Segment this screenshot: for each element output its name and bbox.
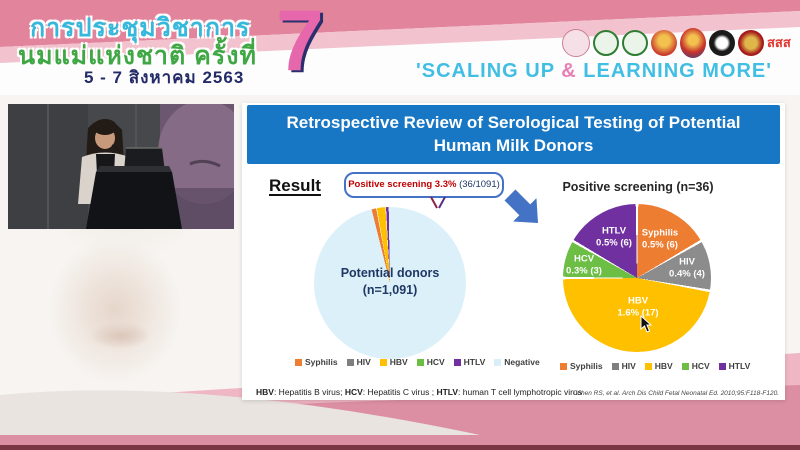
callout-pointer [430, 196, 446, 209]
slice-name: HIV [679, 256, 695, 268]
legend-item-htlv: HTLV [718, 361, 751, 371]
legend-right: Syphilis HIV HBV HCV HTLV [560, 361, 750, 371]
slice-value: 0.5% (6) [596, 238, 632, 249]
conference-slogan: 'SCALING UP & LEARNING MORE' [392, 60, 796, 83]
legend-swatch-syphilis [560, 362, 567, 370]
footnote-abbr-hcv: HCV [344, 387, 363, 397]
slice-name: HTLV [601, 225, 627, 237]
legend-item-htlv: HTLV [453, 357, 486, 367]
footnote-text: : Hepatitis C virus ; [362, 387, 437, 397]
slice-label-hiv: HIV 0.4% (4) [669, 257, 705, 282]
mother-and-child-foundation-logo [562, 29, 590, 57]
conference-title-thai: การประชุมวิชาการ [30, 14, 251, 42]
red-gold-royal-emblem [651, 30, 677, 56]
potential-donors-pie-chart [314, 207, 466, 359]
slice-label-htlv: HTLV 0.5% (6) [596, 226, 632, 251]
header-pink-stripes [0, 0, 800, 63]
legend-label: Syphilis [305, 357, 338, 367]
legend-label: Syphilis [570, 361, 603, 371]
potential-donors-label-line2: (n=1,091) [362, 282, 418, 297]
speaker-video-feed [8, 104, 234, 229]
edition-number: 7 [276, 0, 324, 89]
slogan-text-1: 'SCALING UP [415, 60, 562, 82]
legend-left: Syphilis HIV HBV HCV HTLV Negative [295, 357, 540, 367]
legend-swatch-htlv [453, 358, 461, 366]
legend-item-hbv: HBV [644, 361, 673, 371]
callout-detail: (36/1091) [456, 179, 500, 190]
slice-label-hcv: HCV 0.3% (3) [566, 254, 602, 279]
legend-swatch-hiv [346, 358, 354, 366]
slice-label-hbv: HBV 1.6% (17) [617, 296, 658, 321]
mouse-cursor [640, 315, 652, 333]
conference-header-banner: การประชุมวิชาการ นมแม่แห่งชาติ ครั้งที่ … [0, 0, 800, 95]
public-health-ministry-logo [622, 30, 648, 56]
royal-crest-logo [680, 28, 706, 58]
legend-label: HBV [389, 357, 408, 367]
positive-screening-pie-chart [563, 204, 711, 352]
legend-swatch-hbv [644, 362, 652, 370]
legend-label: HCV [691, 361, 710, 371]
slogan-ampersand: & [561, 60, 577, 82]
legend-swatch-hcv [416, 358, 424, 366]
black-medical-council-seal [709, 30, 735, 56]
arrow-icon [504, 189, 539, 224]
legend-item-hbv: HBV [379, 357, 408, 367]
footnote-text: : Hepatitis B virus; [273, 387, 345, 397]
presentation-slide: Retrospective Review of Serological Test… [242, 103, 785, 400]
slogan-text-2: LEARNING MORE' [576, 60, 773, 82]
legend-label: HIV [356, 357, 371, 367]
footnote-abbr-htlv: HTLV [436, 387, 459, 397]
legend-label: HTLV [463, 357, 486, 367]
legend-label: HTLV [728, 361, 751, 371]
slice-name: HCV [573, 253, 595, 265]
slice-name: HBV [627, 295, 649, 307]
potential-donors-label-line1: Potential donors [340, 266, 440, 280]
green-health-org-logo [593, 30, 619, 56]
legend-swatch-htlv [718, 362, 726, 370]
legend-swatch-negative [494, 358, 502, 366]
reference-citation: Cohen RS, et al. Arch Dis Child Fetal Ne… [572, 390, 779, 397]
conference-dates: 5 - 7 สิงหาคม 2563 [84, 68, 245, 87]
positive-screening-callout: Positive screening 3.3% (36/1091) [344, 172, 504, 198]
footnote-text: : human T cell lymphotropic virus [458, 387, 582, 397]
conference-subtitle-thai: นมแม่แห่งชาติ ครั้งที่ [18, 42, 257, 70]
legend-item-syphilis: Syphilis [560, 361, 603, 371]
legend-label: HBV [654, 361, 673, 371]
slice-value: 0.4% (4) [669, 269, 705, 280]
legend-swatch-hbv [379, 358, 387, 366]
result-heading: Result [269, 176, 321, 195]
footnote-abbr-hbv: HBV [256, 387, 274, 397]
callout-highlight: Positive screening 3.3% [348, 179, 457, 190]
legend-label: HIV [621, 361, 636, 371]
abbreviation-footnote: HBV: Hepatitis B virus; HCV: Hepatitis C… [256, 387, 582, 397]
slide-title: Retrospective Review of Serological Test… [247, 105, 780, 164]
thai-health-sss-logo: สสส [767, 35, 791, 50]
legend-swatch-hiv [611, 362, 619, 370]
legend-label: HCV [426, 357, 445, 367]
legend-swatch-syphilis [295, 358, 302, 366]
red-gold-college-seal [738, 30, 764, 56]
legend-item-syphilis: Syphilis [295, 357, 338, 367]
legend-item-hiv: HIV [346, 357, 371, 367]
legend-label: Negative [504, 357, 540, 367]
slice-value: 0.5% (6) [642, 240, 678, 251]
slice-value: 1.6% (17) [617, 308, 659, 319]
legend-item-hiv: HIV [611, 361, 636, 371]
slice-name: Syphilis [641, 227, 679, 239]
legend-swatch-hcv [681, 362, 689, 370]
legend-item-hcv: HCV [681, 361, 710, 371]
positive-screening-pie-title: Positive screening (n=36) [562, 180, 714, 194]
slice-label-syphilis: Syphilis 0.5% (6) [642, 228, 678, 253]
slice-value: 0.3% (3) [566, 266, 602, 277]
sponsor-logos-row: สสส [562, 28, 791, 58]
legend-item-negative: Negative [494, 357, 540, 367]
legend-item-hcv: HCV [416, 357, 445, 367]
potential-donors-label: Potential donors (n=1,091) [314, 265, 466, 299]
